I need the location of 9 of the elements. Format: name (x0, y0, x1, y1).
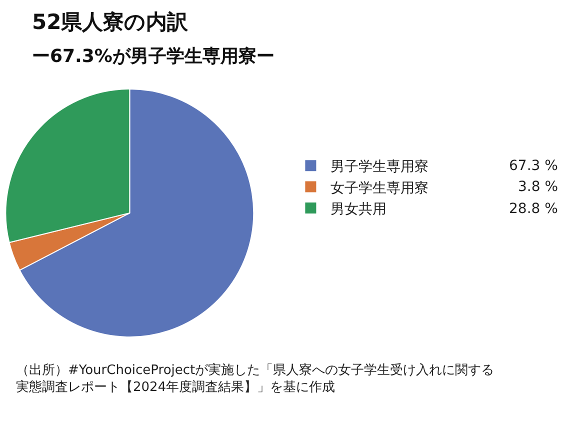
chart-subtitle: ー67.3%が男子学生専用寮ー (32, 46, 274, 67)
data-label: 28.8 % (509, 201, 558, 217)
data-label: 67.3 % (509, 158, 558, 174)
chart-title: 52県人寮の内訳 (32, 10, 190, 34)
legend-label: 女子学生専用寮 (330, 180, 429, 196)
legend-label: 男女共用 (330, 201, 387, 218)
legend-label: 男子学生専用寮 (330, 159, 429, 176)
data-label: 3.8 % (518, 179, 558, 195)
text: （出所）#YourChoiceProjectが実施した「県人寮への女子学生受け入れに関する実態調査レポート【2024年度調査結果】」を基に作成 (16, 362, 494, 395)
